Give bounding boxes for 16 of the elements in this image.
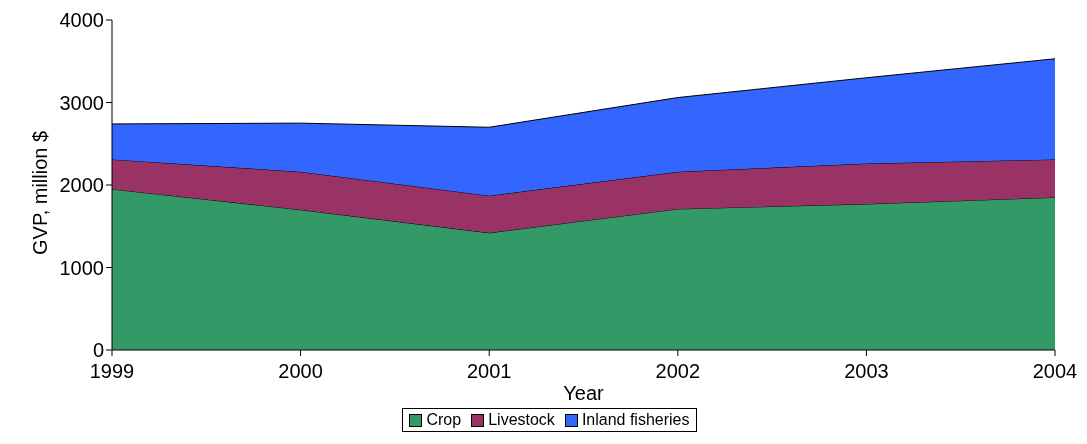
y-axis-title: GVP, million $ [29, 130, 52, 255]
y-tick-label: 4000 [59, 9, 104, 32]
legend-label: Livestock [487, 411, 555, 429]
y-tick-label: 3000 [59, 91, 104, 114]
x-tick-label: 2002 [655, 360, 701, 383]
legend-label: Crop [425, 411, 462, 429]
x-tick-label: 2000 [278, 360, 323, 383]
x-tick-label: 2003 [844, 360, 889, 383]
y-tick-label: 2000 [59, 174, 104, 197]
y-tick-label: 1000 [59, 256, 104, 279]
y-tick-label: 0 [92, 339, 104, 362]
legend-label: Inland fisheries [580, 411, 690, 429]
x-tick-label: 2004 [1032, 360, 1078, 383]
x-axis-title: Year [563, 382, 605, 404]
x-tick-label: 1999 [89, 360, 135, 383]
x-tick-label: 2001 [466, 360, 512, 383]
